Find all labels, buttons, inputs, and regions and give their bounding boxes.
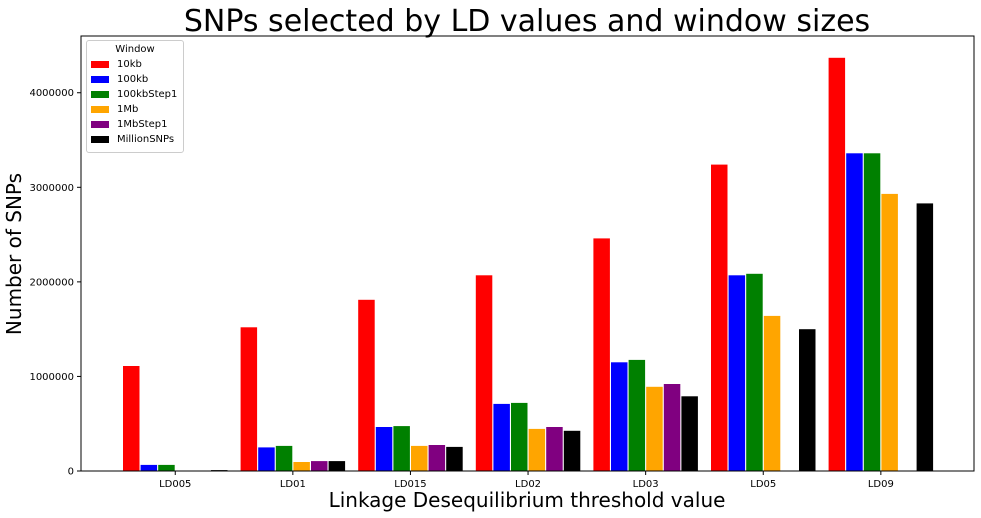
bar-1MbStep1-LD015 [428, 445, 446, 471]
legend-swatch [91, 136, 109, 143]
bar-1MbStep1-LD02 [546, 427, 563, 471]
bar-10kb-LD015 [358, 299, 375, 471]
plot-frame [80, 35, 975, 472]
bar-1Mb-LD05 [763, 315, 781, 471]
legend-item: 100kb [87, 72, 183, 87]
x-tick-label: LD02 [515, 479, 541, 490]
legend-item: 10kb [87, 57, 183, 72]
bar-1Mb-LD01 [293, 462, 310, 471]
x-tick-label: LD05 [750, 479, 776, 490]
x-tick-label: LD015 [394, 479, 426, 490]
bar-100kbStep1-LD01 [275, 445, 293, 471]
bar-MillionSNPs-LD09 [916, 203, 934, 471]
legend-item: 1MbStep1 [87, 117, 183, 132]
bar-10kb-LD005 [123, 366, 140, 471]
y-ticks-group: 0 1000000 2000000 3000000 4000000 [29, 88, 81, 478]
bar-100kbStep1-LD02 [511, 402, 528, 471]
legend-label: 10kb [117, 59, 142, 70]
y-axis-label: Number of SNPs [2, 173, 26, 335]
chart-title: SNPs selected by LD values and window si… [184, 4, 870, 39]
bar-1Mb-LD03 [646, 386, 663, 471]
bar-MillionSNPs-LD015 [446, 446, 463, 471]
bar-100kb-LD015 [375, 427, 393, 471]
legend: Window 10kb 100kb 100kbStep1 1Mb 1MbStep1 Mil… [86, 40, 184, 153]
legend-item: 1Mb [87, 102, 183, 117]
bar-1Mb-LD02 [528, 428, 546, 471]
legend-swatch [91, 61, 109, 68]
legend-label: 100kbStep1 [117, 89, 178, 100]
y-tick-label: 2000000 [29, 277, 74, 288]
x-ticks-group: LD005 LD01 LD015 LD02 LD03 LD05 LD09 [159, 471, 894, 490]
x-axis-label: Linkage Desequilibrium threshold value [329, 488, 726, 512]
bar-MillionSNPs-LD05 [799, 329, 816, 471]
bar-10kb-LD03 [593, 238, 610, 471]
y-tick-label: 3000000 [29, 183, 74, 194]
bar-MillionSNPs-LD03 [681, 396, 698, 471]
legend-swatch [91, 76, 109, 83]
bar-100kbStep1-LD005 [158, 464, 175, 471]
bar-100kbStep1-LD03 [628, 359, 646, 471]
bars-group [123, 57, 934, 472]
bar-100kb-LD09 [846, 153, 863, 472]
bar-100kbStep1-LD05 [746, 273, 763, 471]
x-tick-label: LD01 [280, 479, 306, 490]
bar-1Mb-LD015 [411, 445, 428, 471]
legend-item: 100kbStep1 [87, 87, 183, 102]
legend-swatch [91, 106, 109, 113]
bar-MillionSNPs-LD02 [563, 430, 581, 471]
bar-1Mb-LD09 [881, 193, 898, 471]
bar-10kb-LD01 [240, 327, 258, 471]
y-tick-label: 0 [68, 467, 74, 478]
legend-label: 1Mb [117, 104, 139, 115]
bar-100kb-LD05 [728, 275, 746, 472]
bar-1MbStep1-LD01 [311, 461, 328, 471]
x-tick-label: LD03 [633, 479, 659, 490]
x-tick-label: LD09 [868, 479, 894, 490]
bar-100kb-LD02 [493, 403, 510, 471]
bar-MillionSNPs-LD01 [328, 461, 346, 471]
legend-swatch [91, 91, 109, 98]
bar-10kb-LD09 [828, 57, 846, 472]
legend-swatch [91, 121, 109, 128]
legend-title: Window [115, 44, 155, 55]
y-tick-label: 1000000 [29, 372, 74, 383]
bar-100kb-LD005 [140, 464, 158, 471]
legend-item: MillionSNPs [87, 132, 183, 147]
bar-100kb-LD03 [611, 362, 628, 472]
bar-100kbStep1-LD09 [863, 153, 881, 472]
y-tick-label: 4000000 [29, 88, 74, 99]
legend-label: 100kb [117, 74, 149, 85]
legend-label: 1MbStep1 [117, 119, 168, 130]
bar-10kb-LD05 [711, 164, 728, 471]
x-tick-label: LD005 [159, 479, 191, 490]
legend-label: MillionSNPs [117, 134, 175, 145]
bar-100kbStep1-LD015 [393, 426, 410, 471]
bar-1MbStep1-LD03 [663, 384, 681, 471]
bar-100kb-LD01 [258, 447, 275, 471]
bar-10kb-LD02 [475, 275, 493, 472]
